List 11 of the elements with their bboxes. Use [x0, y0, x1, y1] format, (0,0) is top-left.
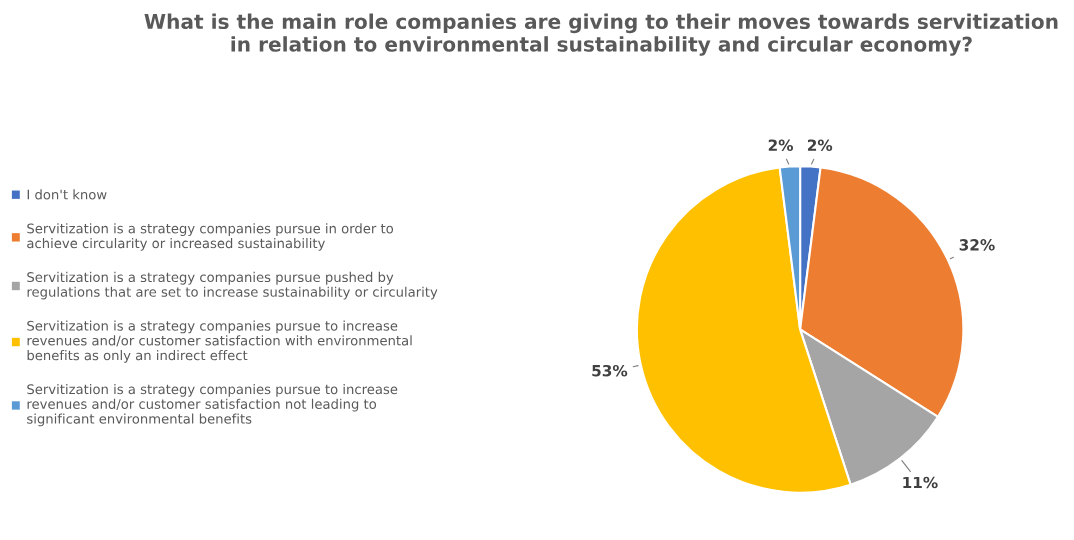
chart-title: What is the main role companies are giving to their moves towards servitization in relation to environmental sustainability and circular economy?: [144, 13, 1058, 56]
legend-label: Servitization is a strategy companies pursue to increase revenues and/or customer satisfaction not leading to significant environmental benefits: [27, 383, 398, 427]
legend-label: Servitization is a strategy companies pursue pushed by regulations that are set to increase sustainability or circularity: [27, 271, 438, 300]
data-label: 11%: [903, 476, 938, 489]
data-label: 2%: [768, 139, 794, 151]
data-label: 32%: [959, 239, 995, 251]
legend-label: Servitization is a strategy companies pursue in order to achieve circularity or increased sustainability: [27, 223, 394, 251]
legend-label: Servitization is a strategy companies pursue to increase revenues and/or customer satisfaction with environmental benefits as only an indirect effect: [27, 320, 412, 363]
data-label: 2%: [807, 139, 833, 151]
data-label: 53%: [592, 364, 628, 377]
legend-label: I don't know: [27, 189, 107, 200]
